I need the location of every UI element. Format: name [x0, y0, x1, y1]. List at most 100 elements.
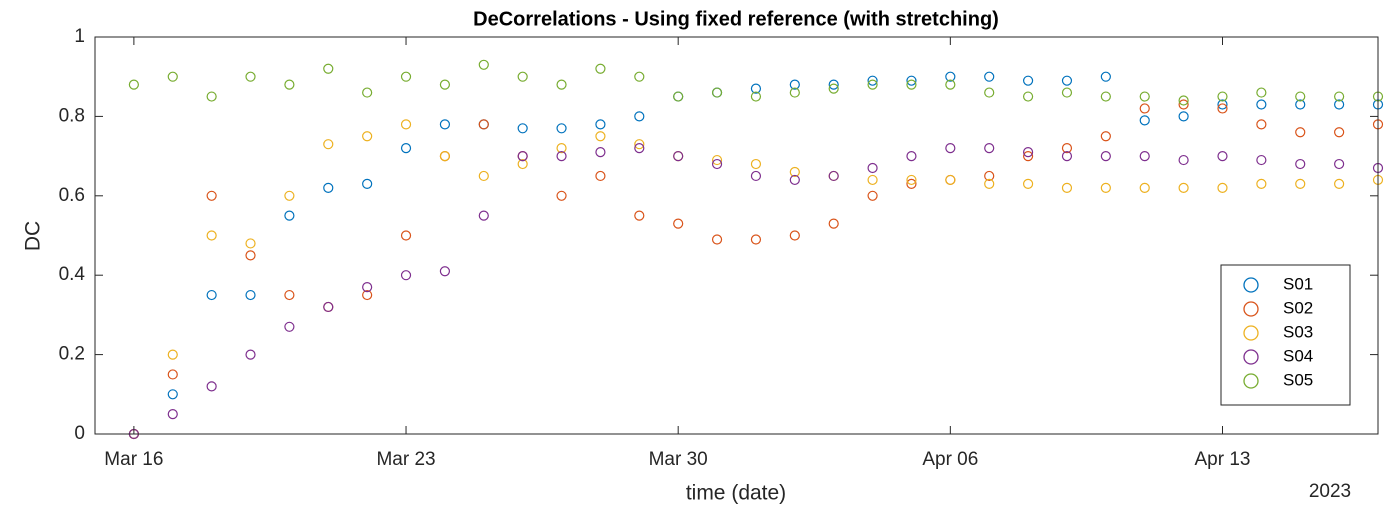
marker: [362, 282, 373, 293]
marker: [634, 210, 645, 221]
x-tick-label: Apr 13: [1194, 449, 1250, 470]
marker: [323, 139, 334, 150]
marker: [556, 190, 567, 201]
marker: [789, 230, 800, 241]
marker: [478, 170, 489, 182]
marker: [323, 63, 334, 74]
marker: [828, 218, 839, 229]
legend-marker: [1243, 301, 1259, 317]
marker: [750, 170, 762, 182]
marker: [1217, 182, 1228, 193]
marker: [1178, 111, 1189, 122]
marker: [439, 119, 451, 130]
marker: [1178, 154, 1189, 166]
marker: [750, 234, 762, 245]
marker: [673, 218, 684, 229]
marker: [750, 83, 762, 94]
marker: [1256, 87, 1267, 98]
marker: [1100, 91, 1111, 102]
marker: [478, 59, 489, 70]
marker: [789, 174, 800, 186]
legend-marker: [1243, 325, 1259, 341]
marker: [362, 87, 373, 98]
marker: [1334, 91, 1345, 102]
marker: [400, 71, 412, 82]
marker: [556, 123, 567, 134]
marker: [634, 111, 645, 122]
y-tick-label: 0.8: [59, 105, 85, 126]
marker: [1295, 127, 1306, 138]
marker: [478, 119, 489, 130]
marker: [517, 158, 528, 170]
marker: [517, 123, 528, 134]
y-tick-label: 0.2: [59, 344, 85, 365]
marker: [906, 178, 917, 189]
marker: [1217, 99, 1228, 110]
marker: [984, 170, 995, 182]
marker: [750, 91, 762, 102]
marker: [167, 409, 178, 420]
marker: [1295, 91, 1306, 102]
marker: [673, 91, 684, 102]
marker: [1295, 158, 1306, 170]
marker: [789, 79, 800, 90]
marker: [1295, 178, 1306, 189]
marker: [634, 139, 645, 150]
marker: [362, 289, 373, 301]
marker: [906, 174, 917, 186]
marker: [128, 79, 139, 90]
marker: [1295, 99, 1306, 110]
marker: [906, 79, 917, 90]
marker: [1100, 131, 1111, 142]
marker: [945, 143, 956, 154]
marker: [945, 71, 956, 82]
legend-label: S03: [1283, 322, 1313, 341]
marker: [1061, 143, 1073, 154]
marker: [206, 190, 217, 201]
axes-box: [94, 36, 1379, 435]
marker: [1334, 127, 1345, 138]
marker: [673, 151, 684, 162]
marker: [1100, 182, 1111, 193]
marker: [400, 230, 412, 241]
marker: [595, 170, 606, 182]
marker: [711, 154, 723, 166]
marker: [1022, 91, 1034, 102]
marker: [595, 119, 606, 130]
marker: [1139, 91, 1150, 102]
marker: [828, 79, 839, 90]
marker: [1256, 178, 1267, 189]
marker: [439, 79, 451, 90]
marker: [245, 289, 256, 301]
marker: [284, 321, 295, 332]
marker: [362, 131, 373, 142]
y-tick-label: 1: [74, 26, 85, 47]
marker: [711, 158, 723, 170]
marker: [1217, 151, 1228, 162]
chart-title: DeCorrelations - Using fixed reference (…: [473, 8, 999, 30]
marker: [556, 151, 567, 162]
marker: [1139, 182, 1150, 193]
marker: [1178, 182, 1189, 193]
marker: [1100, 151, 1111, 162]
marker: [1061, 87, 1073, 98]
marker: [556, 143, 567, 154]
marker: [556, 79, 567, 90]
marker: [245, 71, 256, 82]
marker: [400, 143, 412, 154]
marker: [906, 151, 917, 162]
marker: [1334, 99, 1345, 110]
marker: [1256, 154, 1267, 166]
legend-label: S02: [1283, 298, 1313, 317]
marker: [1334, 158, 1345, 170]
y-tick-label: 0.6: [59, 185, 85, 206]
marker: [323, 182, 334, 193]
marker: [167, 71, 178, 82]
marker: [439, 151, 451, 162]
marker: [1022, 147, 1034, 158]
marker: [1022, 178, 1034, 189]
legend-label: S04: [1283, 346, 1313, 365]
x-tick-label: Mar 30: [649, 449, 708, 470]
y-tick-label: 0.4: [59, 264, 86, 285]
